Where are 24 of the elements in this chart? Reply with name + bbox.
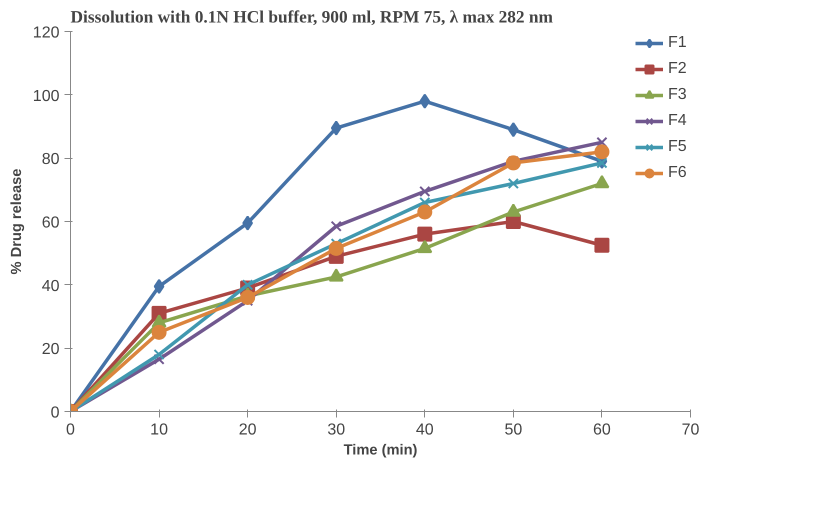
x-tick-label: 60 <box>593 422 611 438</box>
legend-label: F2 <box>668 60 688 78</box>
x-tick-label: 70 <box>682 422 700 438</box>
x-tick-label: 40 <box>416 422 434 438</box>
chart-title: Dissolution with 0.1N HCl buffer, 900 ml, RPM 75, λ max 282 nm <box>70 8 554 26</box>
y-tick-label: 20 <box>42 341 60 358</box>
x-tick-label: 50 <box>504 422 522 438</box>
y-tick-label: 80 <box>42 151 60 168</box>
y-tick-label: 60 <box>42 214 60 232</box>
legend-label: F1 <box>668 34 688 52</box>
legend-label: F6 <box>668 164 688 182</box>
y-tick-label: 100 <box>32 88 60 105</box>
x-tick-label: 0 <box>66 422 76 438</box>
x-tick-label: 30 <box>327 422 346 438</box>
x-tick-label: 10 <box>150 422 168 438</box>
x-tick-label: 20 <box>238 422 257 438</box>
y-tick-label: 0 <box>50 404 60 422</box>
legend-label: F4 <box>668 112 688 130</box>
y-axis-title: % Drug release <box>8 168 25 274</box>
y-tick-label: 40 <box>42 278 60 295</box>
legend-label: F5 <box>668 138 688 156</box>
legend-label: F3 <box>668 86 688 104</box>
x-axis-title: Time (min) <box>344 442 418 458</box>
y-tick-label: 120 <box>32 24 60 42</box>
